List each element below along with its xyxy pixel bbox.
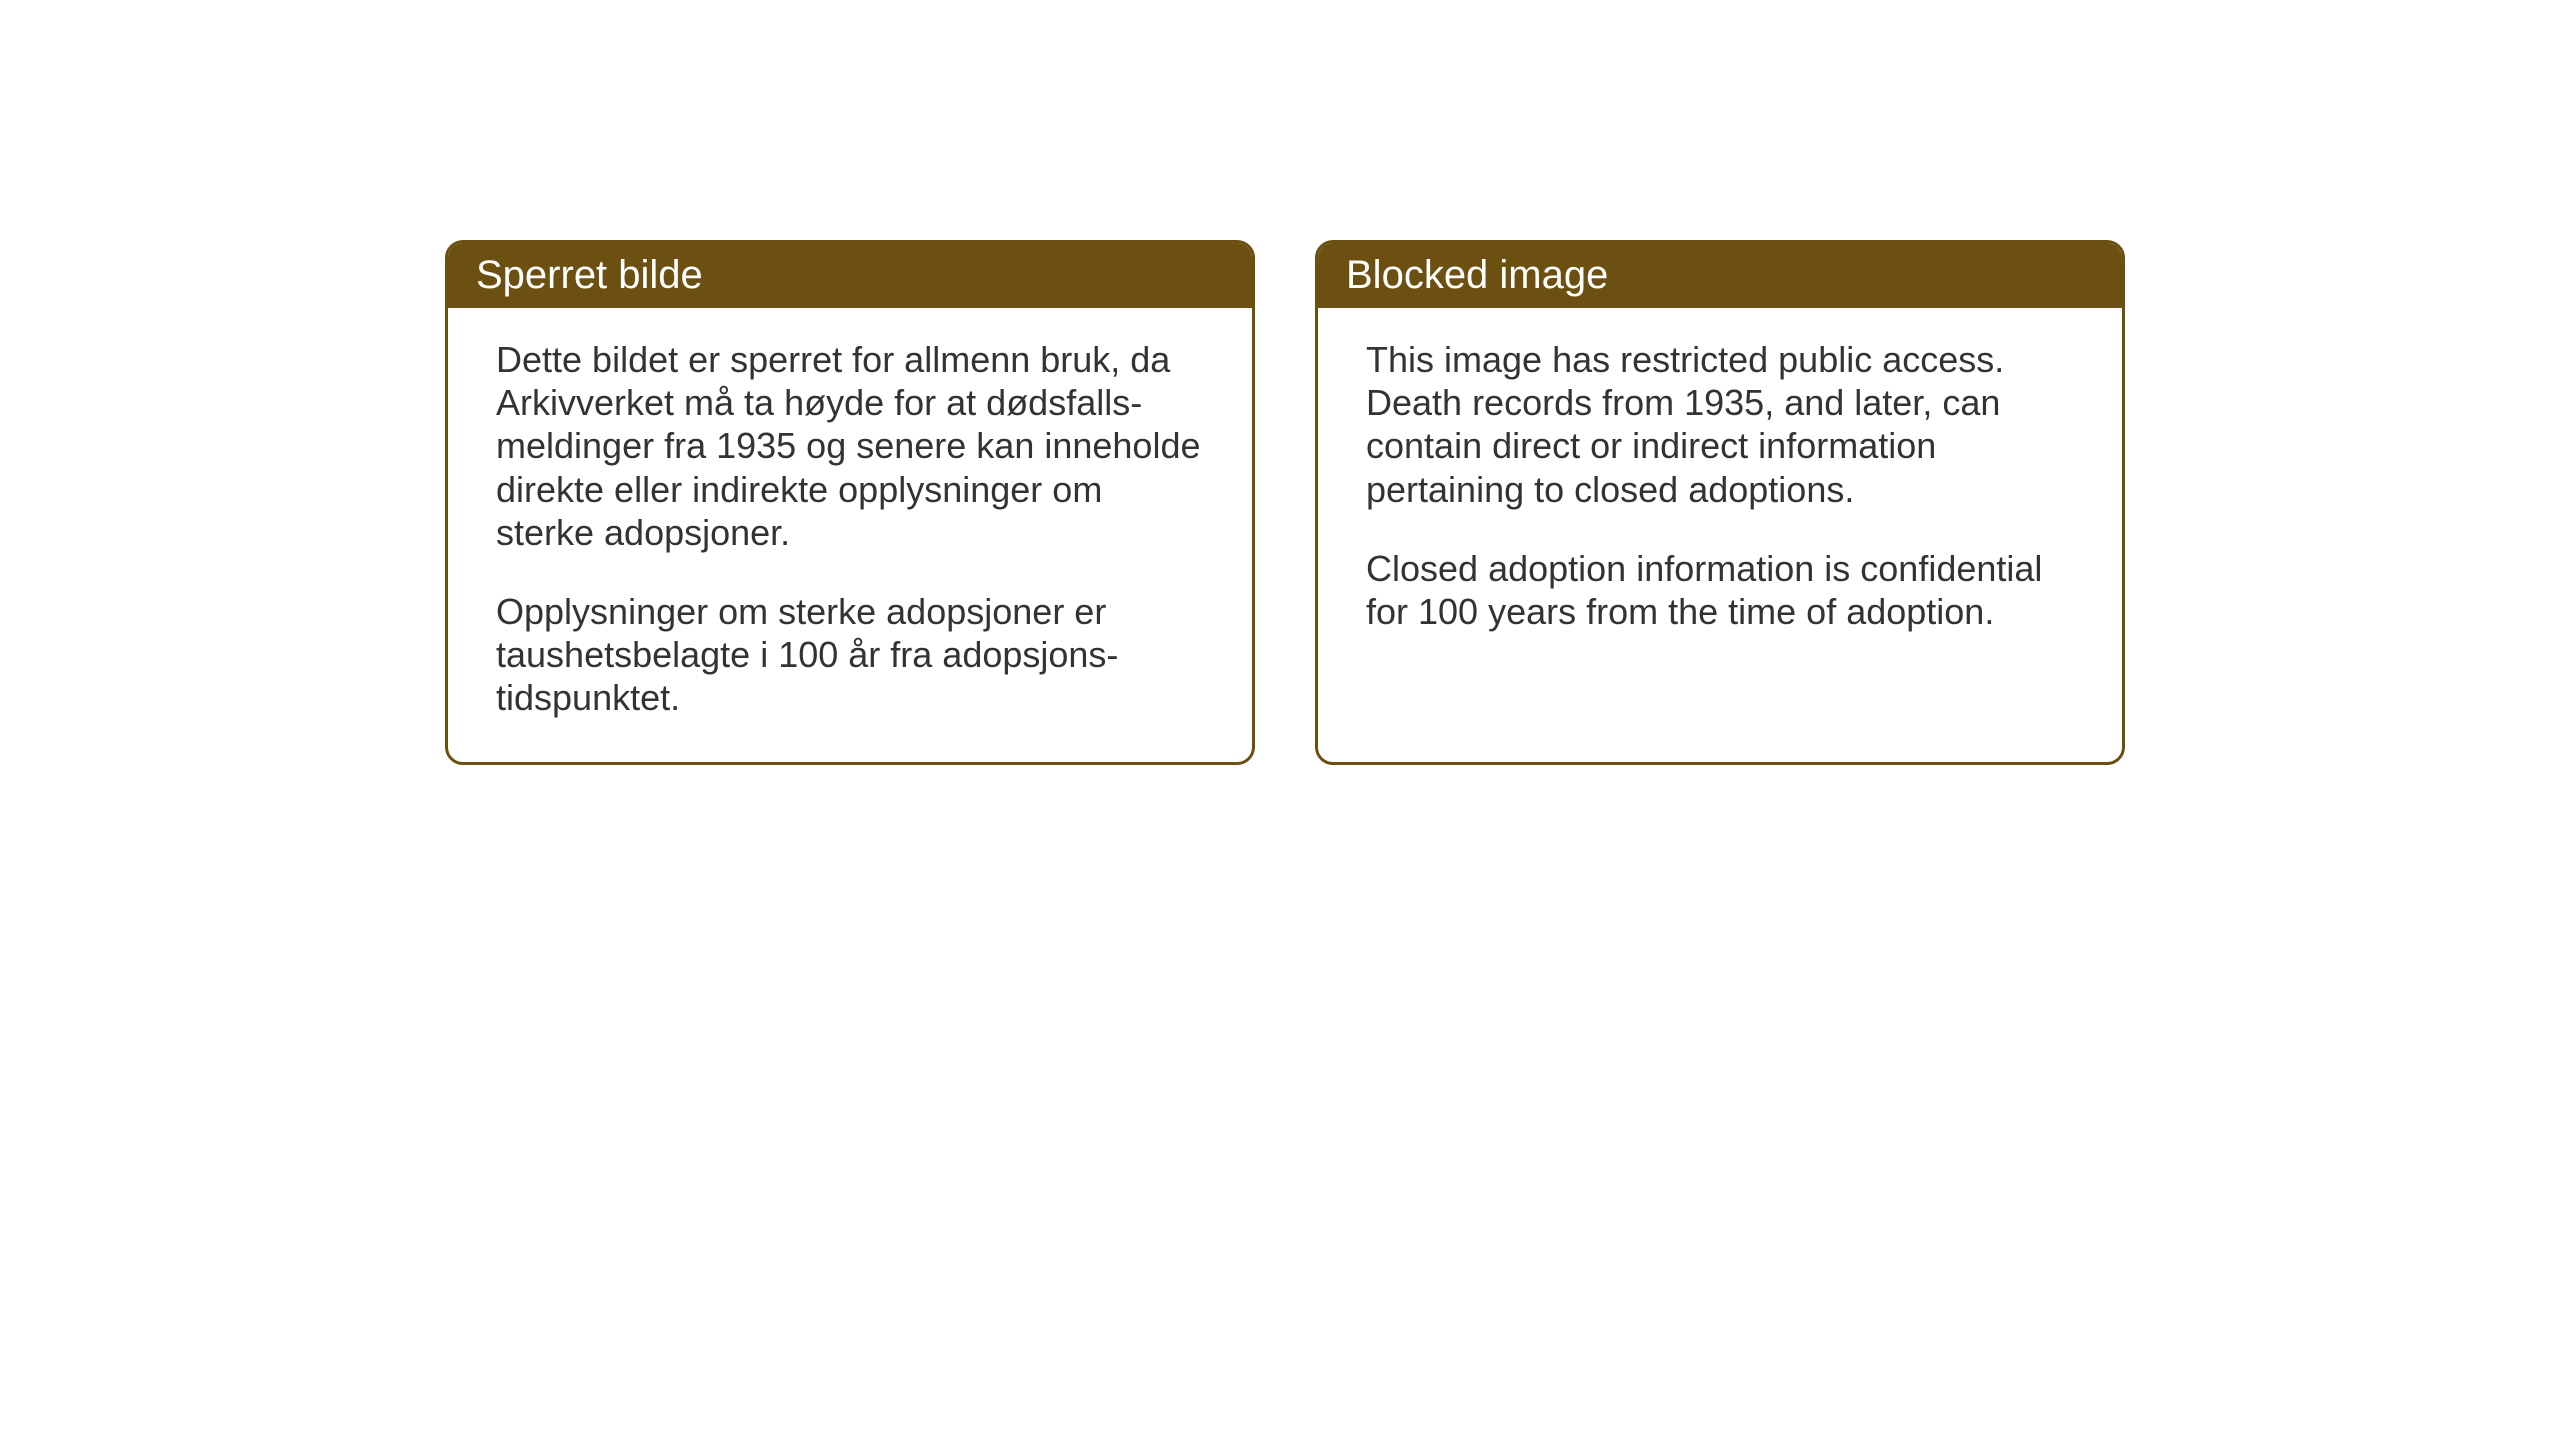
card-header-english: Blocked image <box>1318 243 2122 308</box>
card-header-norwegian: Sperret bilde <box>448 243 1252 308</box>
card-body-english: This image has restricted public access.… <box>1318 308 2122 675</box>
card-title-norwegian: Sperret bilde <box>476 253 703 297</box>
card-paragraph-1-norwegian: Dette bildet er sperret for allmenn bruk… <box>496 338 1204 554</box>
card-paragraph-2-norwegian: Opplysninger om sterke adopsjoner er tau… <box>496 590 1204 720</box>
notice-card-norwegian: Sperret bilde Dette bildet er sperret fo… <box>445 240 1255 765</box>
notice-container: Sperret bilde Dette bildet er sperret fo… <box>445 240 2125 765</box>
card-paragraph-1-english: This image has restricted public access.… <box>1366 338 2074 511</box>
card-body-norwegian: Dette bildet er sperret for allmenn bruk… <box>448 308 1252 762</box>
card-paragraph-2-english: Closed adoption information is confident… <box>1366 547 2074 633</box>
card-title-english: Blocked image <box>1346 253 1608 297</box>
notice-card-english: Blocked image This image has restricted … <box>1315 240 2125 765</box>
